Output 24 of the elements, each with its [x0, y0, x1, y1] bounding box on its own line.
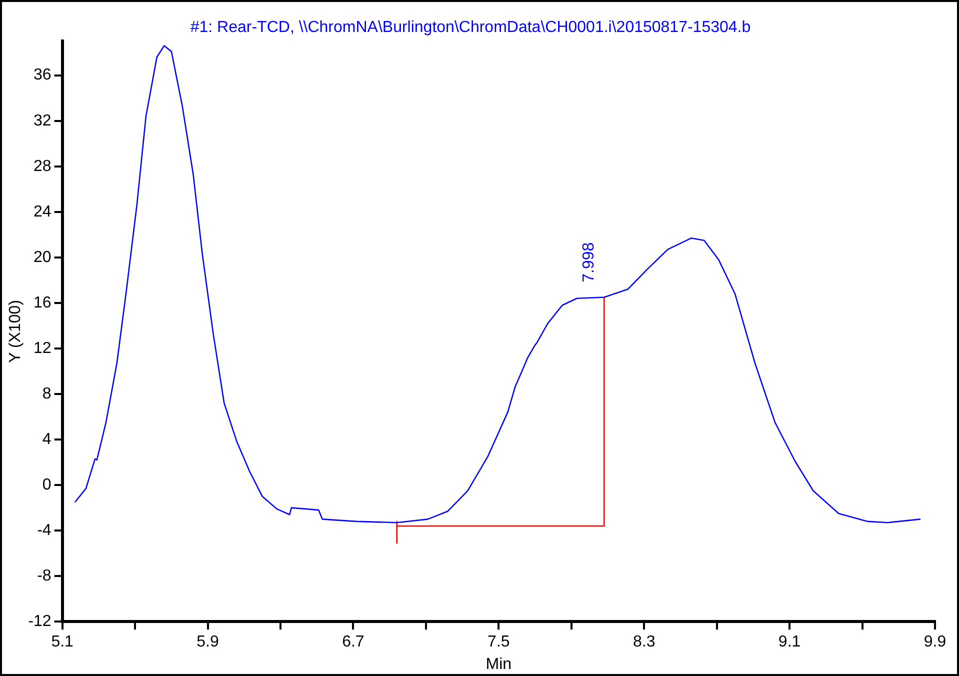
y-tick-label: 28	[34, 158, 52, 175]
x-axis-title: Min	[486, 656, 512, 673]
y-tick-label: -12	[28, 613, 52, 630]
y-tick-label: 16	[34, 294, 52, 312]
x-tick-label: 5.1	[51, 634, 74, 651]
x-tick-label: 6.7	[342, 634, 364, 651]
y-tick-label: 4	[42, 430, 52, 448]
y-tick-label: 32	[34, 112, 52, 130]
x-tick-label: 9.9	[924, 634, 946, 651]
y-tick-label: 0	[42, 476, 52, 494]
y-tick-label: 20	[34, 248, 52, 266]
y-tick-label: 24	[34, 203, 52, 220]
annotation: 7.998	[580, 242, 598, 282]
y-tick-label: -8	[37, 567, 52, 584]
y-tick-label: -4	[37, 522, 52, 539]
chart-title: #1: Rear-TCD, \\ChromNA\Burlington\ChromData\CH0001.i\20150817-15304.b	[190, 19, 751, 36]
x-tick-label: 9.1	[778, 634, 801, 651]
y-tick-label: 12	[34, 340, 52, 357]
x-tick-label: 8.3	[632, 634, 656, 651]
x-tick-label: 7.5	[488, 634, 510, 651]
y-axis-title: Y (X100)	[7, 300, 24, 363]
x-tick-label: 5.9	[196, 634, 219, 651]
y-tick-label: 8	[42, 385, 52, 402]
y-tick-label: 36	[34, 66, 52, 84]
